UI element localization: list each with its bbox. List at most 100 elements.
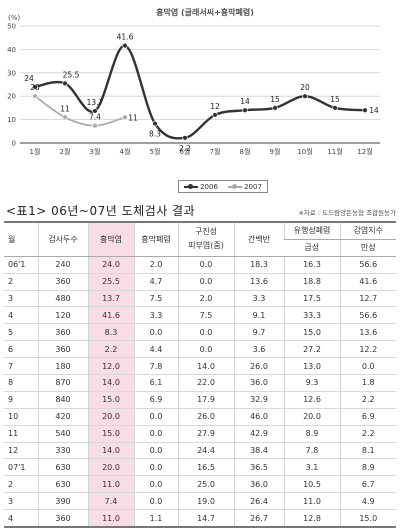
legend-label-2006: 2006	[200, 182, 218, 191]
table-cell: 360	[37, 273, 88, 291]
table-cell: 0.0	[339, 357, 396, 376]
legend-item-2007: 2007	[228, 183, 262, 191]
table-cell: 9.1	[233, 306, 284, 325]
table-cell: 15.0	[339, 509, 396, 528]
header-chronic: 만성	[339, 239, 396, 257]
table-cell: 56.6	[339, 306, 396, 325]
table-cell: 14.7	[177, 509, 234, 528]
data-point-2006	[92, 108, 98, 114]
table-cell: 36.0	[233, 475, 284, 494]
table-cell: 10.5	[283, 475, 340, 494]
x-tick-label: 6월	[180, 147, 191, 156]
table-cell: 6.9	[339, 408, 396, 426]
data-label-2006: 24	[24, 74, 34, 83]
inspection-results-table-wrap: 월 검사두수 흉막염 흉막폐렴 구진성 피부염(줌) 간백반 유행성폐렴 감염지…	[4, 220, 396, 528]
table-cell: 8.9	[283, 425, 340, 443]
table-cell: 7.5	[177, 306, 234, 325]
table-cell: 630	[37, 458, 88, 477]
header-milkspot: 간백반	[233, 220, 284, 257]
table-cell: 25.5	[87, 273, 134, 291]
table-cell: 5	[4, 323, 38, 342]
table-cell: 420	[37, 408, 88, 426]
legend-swatch-2006	[184, 183, 199, 189]
table-cell: 3.3	[133, 306, 178, 325]
table-cell: 12	[4, 442, 38, 460]
table-cell: 26.7	[233, 509, 284, 528]
table-cell: 18.3	[233, 256, 284, 274]
table-cell: 7	[4, 357, 38, 376]
table-cell: 1.8	[339, 374, 396, 392]
table-row: 9 840 15.0 6.9 17.9 32.9 12.6 2.2	[4, 391, 396, 409]
data-label-2006: 41.6	[117, 33, 134, 42]
data-point-2006	[182, 135, 188, 141]
table-cell: 24.0	[87, 256, 134, 274]
table-cell: 41.6	[87, 306, 134, 325]
table-cell: 11	[4, 425, 38, 443]
data-point-2007	[92, 122, 98, 129]
data-label-2006: 14	[369, 106, 379, 115]
table-cell: 0.0	[177, 323, 234, 342]
table-cell: 2	[4, 273, 38, 291]
table-source-note: ※자료 : 도드람양돈농협 조합원농가	[298, 209, 396, 217]
table-cell: 870	[37, 374, 88, 392]
table-cell: 4	[4, 306, 38, 325]
x-tick-label: 5월	[150, 147, 161, 156]
table-cell: 26.0	[233, 357, 284, 376]
table-cell: 56.6	[339, 256, 396, 274]
data-label-2006: 13.7	[87, 98, 104, 107]
table-cell: 14.0	[87, 442, 134, 460]
table-cell: 11.0	[87, 509, 134, 528]
table-cell: 13.0	[283, 357, 340, 376]
table-row: 12 330 14.0 0.0 24.4 38.4 7.8 8.1	[4, 442, 396, 460]
table-cell: 360	[37, 509, 88, 528]
table-cell: 2.0	[177, 290, 234, 308]
table-cell: 12.0	[87, 357, 134, 376]
table-cell: 27.2	[283, 340, 340, 359]
table-cell: 4.7	[133, 273, 178, 291]
table-cell: 0.0	[133, 323, 178, 342]
table-cell: 3	[4, 492, 38, 511]
header-dermatitis: 구진성 피부염(줌)	[177, 220, 234, 257]
x-tick-label: 3월	[90, 147, 101, 156]
table-cell: 4.4	[133, 340, 178, 359]
pleuritis-line-chart: 흉막염 (글래서씨+흉막폐렴) (%) 0 10 20 30 40 50 1월 2월 3월 4월…	[7, 7, 380, 156]
table-cell: 26.4	[233, 492, 284, 511]
table-cell: 2	[4, 475, 38, 494]
table-row: 5 360 8.3 0.0 0.0 9.7 15.0 13.6	[4, 323, 396, 342]
data-label-2006: 12	[210, 102, 220, 111]
table-cell: 17.9	[177, 391, 234, 409]
table-cell: 14.0	[177, 357, 234, 376]
table-cell: 2.0	[133, 256, 178, 274]
table-cell: 14.0	[87, 374, 134, 392]
legend-swatch-2007	[228, 183, 243, 189]
table-cell: 46.0	[233, 408, 284, 426]
data-point-2006	[332, 105, 338, 111]
table-cell: 540	[37, 425, 88, 443]
header-infection-index: 감염지수	[339, 220, 396, 240]
table-cell: 8	[4, 374, 38, 392]
table-cell: 9.7	[233, 323, 284, 342]
table-cell: 07'1	[4, 458, 38, 477]
table-cell: 11.0	[87, 475, 134, 494]
x-tick-label: 4월	[120, 147, 131, 156]
table-cell: 1.1	[133, 509, 178, 528]
table-cell: 15.0	[87, 391, 134, 409]
data-label-2007: 11	[60, 104, 70, 113]
table-cell: 13.6	[339, 323, 396, 342]
table-cell: 8.1	[339, 442, 396, 460]
table-cell: 8.9	[339, 458, 396, 477]
table-cell: 630	[37, 475, 88, 494]
table-cell: 6.7	[339, 475, 396, 494]
table-row: 7 180 12.0 7.8 14.0 26.0 13.0 0.0	[4, 357, 396, 376]
data-label-2007: 11	[128, 113, 138, 122]
table-cell: 3.3	[233, 290, 284, 308]
x-tick-label: 9월	[270, 147, 281, 156]
table-cell: 25.0	[177, 475, 234, 494]
table-header-row: 월 검사두수 흉막염 흉막폐렴 구진성 피부염(줌) 간백반 유행성폐렴 감염지…	[4, 220, 396, 257]
table-cell: 3.6	[233, 340, 284, 359]
table-cell: 41.6	[339, 273, 396, 291]
x-tick-label: 11월	[327, 147, 342, 156]
y-axis-unit: (%)	[8, 14, 20, 22]
table-cell: 4	[4, 509, 38, 528]
table-cell: 3	[4, 290, 38, 308]
